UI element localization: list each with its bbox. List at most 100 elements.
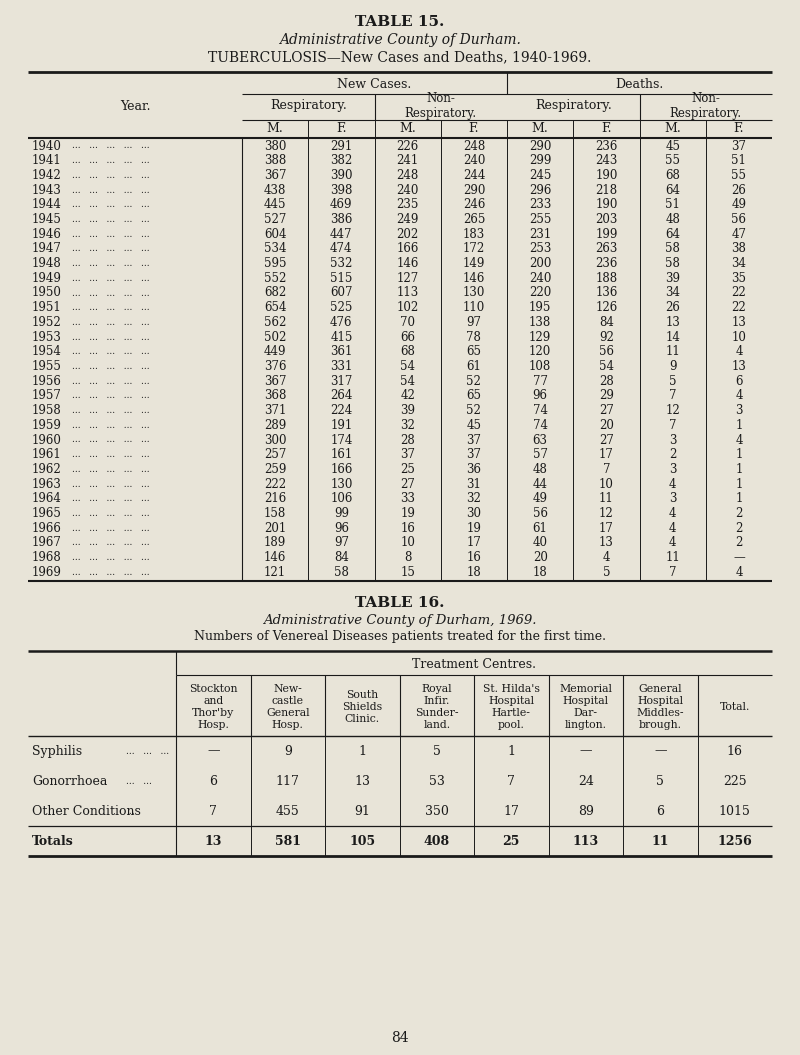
Text: 236: 236 [595, 257, 618, 270]
Text: 4: 4 [735, 434, 742, 446]
Text: 149: 149 [462, 257, 485, 270]
Text: General
Hospital
Middles-
brough.: General Hospital Middles- brough. [637, 684, 684, 730]
Text: 1964: 1964 [32, 493, 62, 505]
Text: F.: F. [601, 122, 612, 135]
Text: 3: 3 [669, 463, 676, 476]
Text: 2: 2 [735, 536, 742, 550]
Text: Deaths.: Deaths. [615, 78, 664, 92]
Text: Respiratory.: Respiratory. [535, 99, 612, 113]
Text: 38: 38 [731, 243, 746, 255]
Text: 47: 47 [731, 228, 746, 241]
Text: 36: 36 [466, 463, 482, 476]
Text: 110: 110 [462, 301, 485, 314]
Text: 562: 562 [264, 315, 286, 329]
Text: 121: 121 [264, 565, 286, 579]
Text: 525: 525 [330, 301, 353, 314]
Text: 368: 368 [264, 389, 286, 402]
Text: 1963: 1963 [32, 478, 62, 491]
Text: 161: 161 [330, 448, 353, 461]
Text: 4: 4 [669, 536, 676, 550]
Text: 37: 37 [731, 139, 746, 153]
Text: 390: 390 [330, 169, 353, 181]
Text: 13: 13 [599, 536, 614, 550]
Text: 28: 28 [599, 375, 614, 387]
Text: New Cases.: New Cases. [338, 78, 412, 92]
Text: 1967: 1967 [32, 536, 62, 550]
Text: 129: 129 [529, 330, 551, 344]
Text: 11: 11 [599, 493, 614, 505]
Text: F.: F. [734, 122, 744, 135]
Text: ...   ...   ...   ...   ...: ... ... ... ... ... [72, 274, 150, 283]
Text: 51: 51 [665, 198, 680, 211]
Text: 246: 246 [462, 198, 485, 211]
Text: 1: 1 [735, 478, 742, 491]
Text: 146: 146 [397, 257, 419, 270]
Text: 105: 105 [349, 835, 375, 847]
Text: 1: 1 [735, 448, 742, 461]
Text: 243: 243 [595, 154, 618, 167]
Text: 68: 68 [665, 169, 680, 181]
Text: 218: 218 [595, 184, 618, 196]
Text: 28: 28 [400, 434, 415, 446]
Text: 18: 18 [533, 565, 547, 579]
Text: 20: 20 [599, 419, 614, 431]
Text: ...   ...   ...   ...   ...: ... ... ... ... ... [72, 538, 150, 548]
Text: 1961: 1961 [32, 448, 62, 461]
Text: 9: 9 [669, 360, 676, 373]
Text: 77: 77 [533, 375, 548, 387]
Text: 398: 398 [330, 184, 353, 196]
Text: 19: 19 [466, 522, 482, 535]
Text: 532: 532 [330, 257, 353, 270]
Text: 74: 74 [533, 419, 548, 431]
Text: 257: 257 [264, 448, 286, 461]
Text: 331: 331 [330, 360, 353, 373]
Text: 300: 300 [264, 434, 286, 446]
Text: M.: M. [399, 122, 416, 135]
Text: 4: 4 [735, 345, 742, 359]
Text: —: — [207, 745, 219, 757]
Text: 7: 7 [669, 389, 676, 402]
Text: ...   ...   ...   ...   ...: ... ... ... ... ... [72, 318, 150, 327]
Text: M.: M. [664, 122, 681, 135]
Text: 34: 34 [731, 257, 746, 270]
Text: 11: 11 [666, 551, 680, 564]
Text: 33: 33 [400, 493, 415, 505]
Text: —: — [654, 745, 666, 757]
Text: 1960: 1960 [32, 434, 62, 446]
Text: Total.: Total. [719, 702, 750, 712]
Text: 166: 166 [330, 463, 353, 476]
Text: 447: 447 [330, 228, 353, 241]
Text: 3: 3 [669, 493, 676, 505]
Text: 84: 84 [391, 1031, 409, 1046]
Text: 11: 11 [666, 345, 680, 359]
Text: 8: 8 [404, 551, 411, 564]
Text: 607: 607 [330, 287, 353, 300]
Text: 20: 20 [533, 551, 547, 564]
Text: 65: 65 [466, 345, 482, 359]
Text: 1948: 1948 [32, 257, 62, 270]
Text: 108: 108 [529, 360, 551, 373]
Text: 39: 39 [665, 272, 680, 285]
Text: 253: 253 [529, 243, 551, 255]
Text: 13: 13 [731, 360, 746, 373]
Text: 45: 45 [665, 139, 680, 153]
Text: 236: 236 [595, 139, 618, 153]
Text: ...   ...   ...   ...   ...: ... ... ... ... ... [72, 186, 150, 194]
Text: 263: 263 [595, 243, 618, 255]
Text: 5: 5 [433, 745, 441, 757]
Text: 34: 34 [665, 287, 680, 300]
Text: F.: F. [469, 122, 479, 135]
Text: 1955: 1955 [32, 360, 62, 373]
Text: ...   ...   ...   ...   ...: ... ... ... ... ... [72, 509, 150, 518]
Text: 113: 113 [573, 835, 599, 847]
Text: ...   ...   ...   ...   ...: ... ... ... ... ... [72, 200, 150, 209]
Text: 474: 474 [330, 243, 353, 255]
Text: 654: 654 [264, 301, 286, 314]
Text: Respiratory.: Respiratory. [270, 99, 346, 113]
Text: 24: 24 [578, 774, 594, 788]
Text: ...   ...   ...   ...   ...: ... ... ... ... ... [72, 436, 150, 444]
Text: 231: 231 [529, 228, 551, 241]
Text: 74: 74 [533, 404, 548, 417]
Text: 91: 91 [354, 805, 370, 818]
Text: 1946: 1946 [32, 228, 62, 241]
